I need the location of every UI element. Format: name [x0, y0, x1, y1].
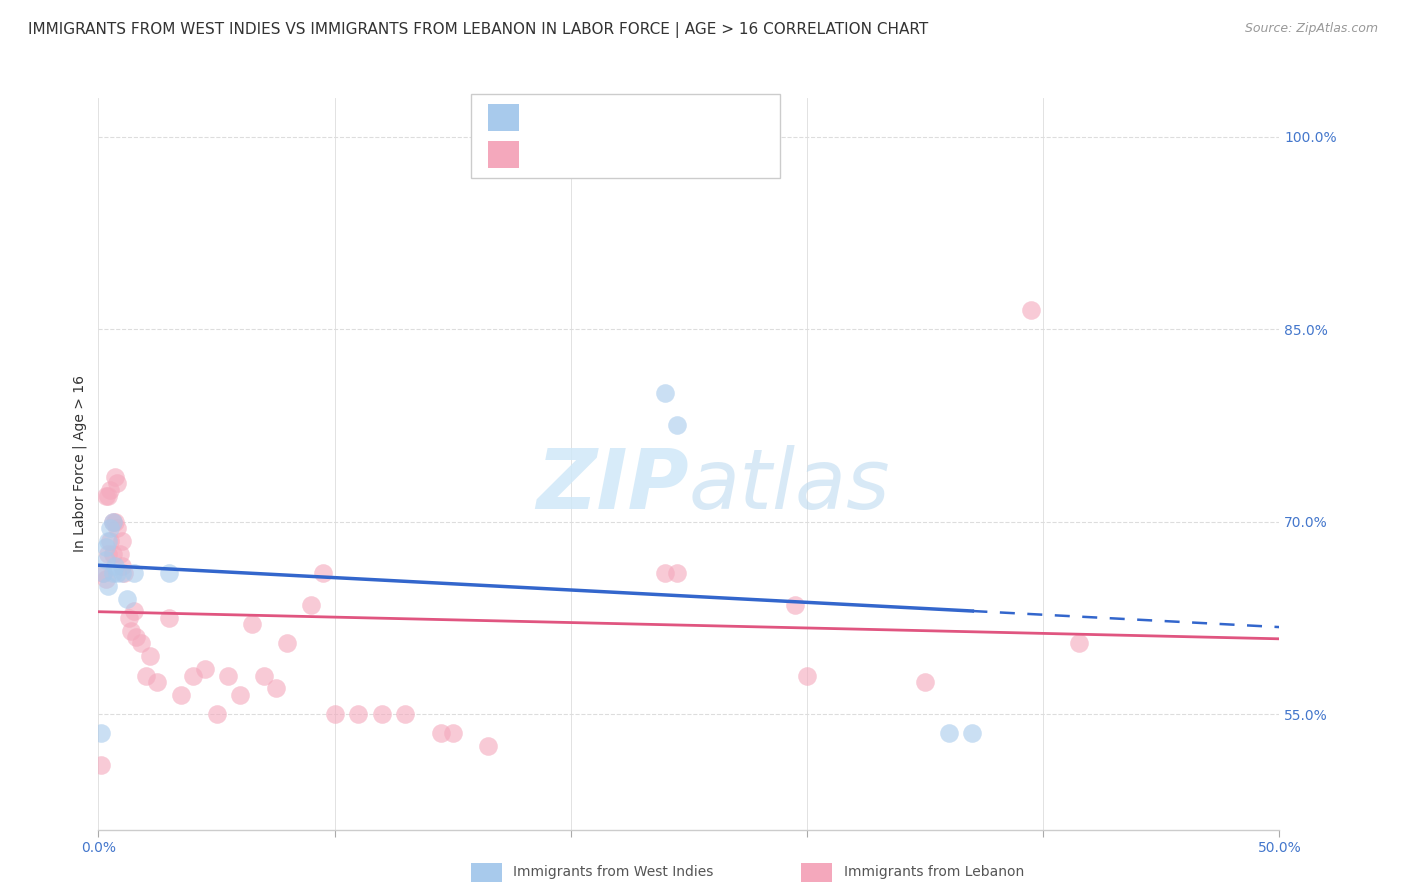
Point	[181, 668, 204, 682]
Point	[666, 418, 689, 433]
Point	[125, 630, 148, 644]
Point	[796, 668, 818, 682]
Point	[194, 662, 217, 676]
Text: 0.532: 0.532	[569, 110, 617, 125]
Point	[654, 386, 676, 401]
Point	[312, 566, 335, 580]
Point	[1021, 302, 1043, 317]
Point	[157, 611, 180, 625]
Point	[217, 668, 239, 682]
Point	[97, 489, 120, 503]
Point	[962, 726, 984, 740]
Text: ZIP: ZIP	[536, 445, 689, 526]
Point	[111, 566, 134, 580]
Point	[98, 533, 121, 548]
Point	[276, 636, 298, 650]
Point	[914, 675, 936, 690]
Point	[157, 566, 180, 580]
Point	[938, 726, 960, 740]
Point	[240, 617, 263, 632]
Text: 0.167: 0.167	[569, 147, 617, 162]
Point	[394, 707, 416, 722]
Point	[139, 649, 162, 664]
Point	[91, 566, 114, 580]
Text: R =: R =	[530, 147, 564, 162]
Text: IMMIGRANTS FROM WEST INDIES VS IMMIGRANTS FROM LEBANON IN LABOR FORCE | AGE > 16: IMMIGRANTS FROM WEST INDIES VS IMMIGRANT…	[28, 22, 928, 38]
Point	[135, 668, 157, 682]
Point	[104, 515, 127, 529]
Point	[111, 533, 134, 548]
Point	[205, 707, 228, 722]
Point	[430, 726, 453, 740]
Point	[90, 758, 112, 772]
Text: N =: N =	[626, 147, 669, 162]
Text: N =: N =	[626, 110, 669, 125]
Point	[101, 566, 124, 580]
Point	[108, 547, 131, 561]
Point	[94, 553, 117, 567]
Point	[122, 566, 145, 580]
Point	[91, 566, 114, 580]
Point	[101, 515, 124, 529]
Point	[115, 591, 138, 606]
Text: Source: ZipAtlas.com: Source: ZipAtlas.com	[1244, 22, 1378, 36]
Point	[654, 566, 676, 580]
Point	[98, 483, 121, 497]
Point	[90, 726, 112, 740]
Point	[253, 668, 276, 682]
Point	[229, 688, 252, 702]
Point	[477, 739, 499, 753]
Point	[118, 611, 141, 625]
Point	[111, 559, 134, 574]
Text: atlas: atlas	[689, 445, 890, 526]
Text: 53: 53	[675, 147, 696, 162]
Point	[105, 521, 128, 535]
Text: 19: 19	[675, 110, 696, 125]
Point	[264, 681, 287, 696]
Point	[146, 675, 169, 690]
Point	[97, 533, 120, 548]
Point	[121, 624, 143, 638]
Point	[98, 521, 121, 535]
Point	[105, 566, 128, 580]
Text: Immigrants from West Indies: Immigrants from West Indies	[513, 865, 714, 880]
Point	[105, 476, 128, 491]
Point	[170, 688, 193, 702]
Y-axis label: In Labor Force | Age > 16: In Labor Force | Age > 16	[73, 376, 87, 552]
Point	[785, 598, 807, 612]
Point	[94, 541, 117, 555]
Point	[441, 726, 464, 740]
Point	[97, 547, 120, 561]
Point	[323, 707, 346, 722]
Point	[97, 579, 120, 593]
Point	[299, 598, 322, 612]
Point	[101, 547, 124, 561]
Text: R =: R =	[530, 110, 564, 125]
Point	[104, 469, 127, 483]
Point	[104, 559, 127, 574]
Point	[1067, 636, 1090, 650]
Point	[666, 566, 689, 580]
Point	[94, 572, 117, 586]
Point	[101, 515, 124, 529]
Point	[371, 707, 394, 722]
Point	[122, 604, 145, 618]
Point	[129, 636, 152, 650]
Point	[347, 707, 370, 722]
Text: Immigrants from Lebanon: Immigrants from Lebanon	[844, 865, 1024, 880]
Point	[112, 566, 135, 580]
Point	[94, 489, 117, 503]
